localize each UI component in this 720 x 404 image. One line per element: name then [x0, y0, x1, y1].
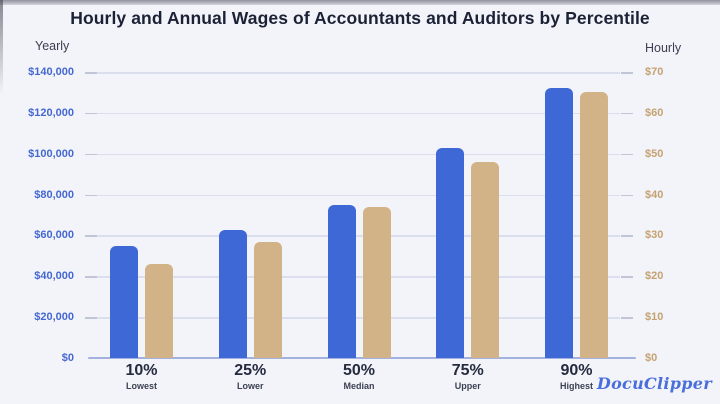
bar-hourly-10%	[145, 264, 173, 358]
y-tick-label-right: $20	[645, 270, 664, 283]
left-axis-title: Yearly	[35, 39, 70, 53]
x-tick-sublabel: Lower	[236, 381, 264, 391]
y-tick-label-right: $30	[645, 229, 664, 242]
y-tick-label-left: $80,000	[34, 188, 74, 201]
bar-hourly-90%	[580, 92, 608, 358]
docuclipper-logo: DocuClipper	[596, 374, 712, 393]
bar-hourly-50%	[362, 206, 391, 358]
x-tick-label: 75%	[451, 362, 484, 379]
gridline	[97, 317, 620, 319]
right-tick	[621, 235, 633, 237]
right-tick	[621, 317, 633, 319]
chart-title: Hourly and Annual Wages of Accountants a…	[70, 8, 650, 28]
plot-area	[85, 72, 636, 359]
right-tick	[621, 194, 633, 197]
gridline	[97, 235, 620, 237]
gridline	[97, 153, 620, 156]
x-tick-label: 90%	[560, 362, 593, 379]
gridline	[97, 112, 620, 115]
bar-yearly-25%	[218, 230, 247, 358]
gridline	[97, 72, 620, 74]
gridline	[97, 276, 620, 278]
y-tick-label-right: $40	[645, 188, 664, 201]
x-tick-sublabel: Lowest	[125, 381, 157, 391]
right-tick	[621, 153, 633, 156]
x-tick-label: 10%	[125, 362, 158, 379]
bar-group-75%	[436, 72, 500, 358]
bar-hourly-25%	[253, 241, 282, 358]
gridline	[97, 194, 620, 197]
right-tick	[621, 276, 633, 278]
x-tick-sublabel: Highest	[559, 381, 593, 391]
x-label-10%: 10% Lowest	[110, 362, 173, 391]
x-tick-label: 50%	[342, 362, 376, 379]
left-tick	[85, 235, 97, 237]
bar-group-50%	[327, 72, 391, 358]
bar-yearly-10%	[110, 245, 138, 358]
left-tick	[85, 276, 97, 278]
left-tick	[85, 112, 97, 115]
y-tick-label-left: $100,000	[28, 147, 74, 160]
bar-yearly-90%	[545, 88, 573, 358]
y-tick-label-right: $10	[645, 311, 664, 324]
bar-group-10%	[110, 72, 173, 358]
bar-group-90%	[545, 72, 608, 358]
x-label-25%: 25% Lower	[219, 362, 282, 391]
y-tick-label-right: $70	[645, 66, 664, 78]
left-tick	[85, 194, 97, 197]
window-top-edge	[0, 0, 720, 5]
left-tick	[85, 153, 97, 156]
x-label-50%: 50% Median	[328, 362, 391, 391]
x-tick-sublabel: Median	[343, 381, 375, 391]
bar-yearly-50%	[327, 204, 356, 358]
y-tick-label-right: $60	[645, 106, 664, 119]
right-axis-title: Hourly	[645, 41, 682, 55]
bar-group-25%	[218, 72, 282, 358]
x-tick-label: 25%	[234, 362, 267, 379]
y-tick-label-right: $0	[645, 352, 658, 364]
y-tick-label-left: $20,000	[34, 311, 74, 324]
right-tick	[621, 72, 633, 74]
left-tick	[85, 72, 97, 74]
x-label-75%: 75% Upper	[436, 362, 499, 391]
left-tick	[85, 317, 97, 319]
bar-hourly-75%	[471, 161, 500, 358]
y-tick-label-left: $60,000	[34, 229, 74, 242]
x-label-90%: 90% Highest	[545, 362, 608, 391]
x-tick-sublabel: Upper	[454, 381, 481, 391]
bar-yearly-75%	[436, 147, 465, 358]
window-left-edge	[0, 0, 3, 95]
y-tick-label-left: $0	[61, 352, 74, 364]
y-tick-label-left: $140,000	[28, 66, 74, 78]
x-axis-line	[88, 357, 636, 359]
y-tick-label-right: $50	[645, 147, 664, 160]
y-tick-label-left: $120,000	[28, 106, 74, 119]
y-tick-label-left: $40,000	[34, 270, 74, 283]
right-tick	[621, 112, 633, 115]
